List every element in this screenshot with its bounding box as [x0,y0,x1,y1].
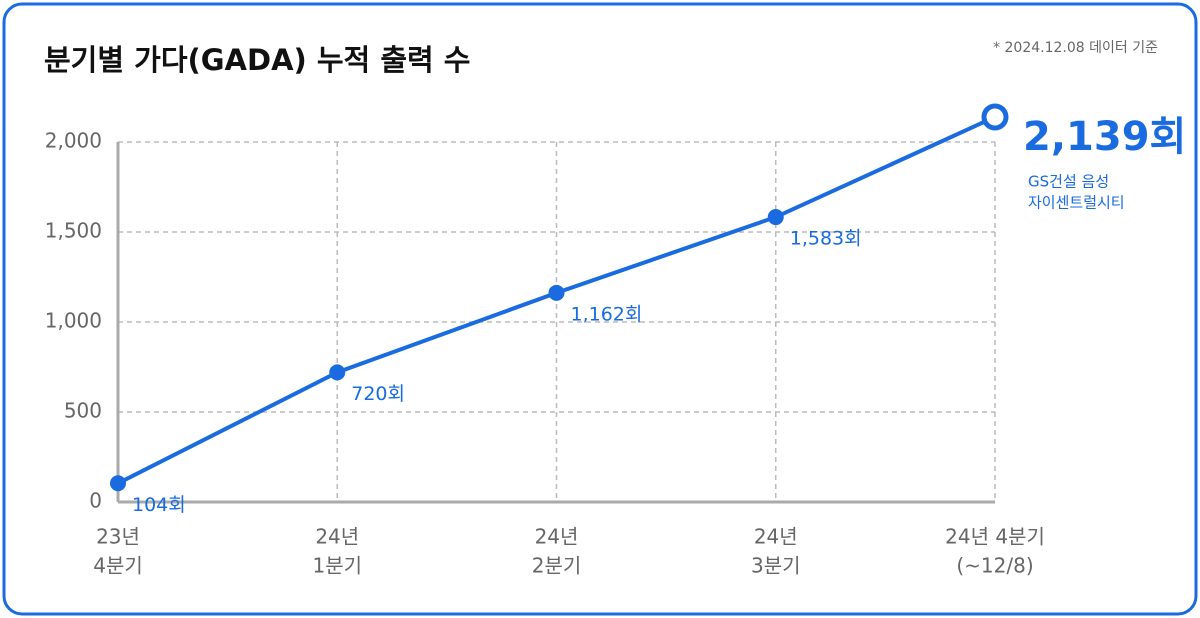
x-tick-label: 23년 [96,525,140,549]
value-label: 2,139회 [1023,114,1186,160]
point [981,103,1009,131]
y-tick-label: 500 [64,399,102,423]
x-tick-label: 3분기 [751,554,801,578]
value-label: 1,162회 [571,303,643,325]
x-tick-label: 24년 4분기 [945,525,1045,549]
x-tick-label: 24년 [315,525,359,549]
annotation: 자이센트럴시티 [1028,194,1125,212]
subtitle: * 2024.12.08 데이터 기준 [993,40,1158,56]
y-tick-label: 2,000 [45,129,102,153]
point [548,284,565,301]
y-tick-label: 0 [89,489,102,513]
y-tick-label: 1,000 [45,309,102,333]
value-label: 1,583회 [790,228,862,250]
x-tick-label: 2분기 [532,554,582,578]
value-label: 104회 [132,494,186,516]
point [767,209,784,226]
y-tick-label: 1,500 [45,219,102,243]
value-label: 720회 [351,383,405,405]
annotation: GS건설 음성 [1028,173,1109,191]
chart-title: 분기별 가다(GADA) 누적 출력 수 [44,43,470,77]
x-tick-label: (~12/8) [956,554,1033,578]
x-tick-label: 4분기 [93,554,143,578]
x-tick-label: 1분기 [312,554,362,578]
point [110,475,126,492]
x-tick-label: 24년 [754,525,798,549]
point [329,364,346,381]
x-tick-label: 24년 [535,525,579,549]
